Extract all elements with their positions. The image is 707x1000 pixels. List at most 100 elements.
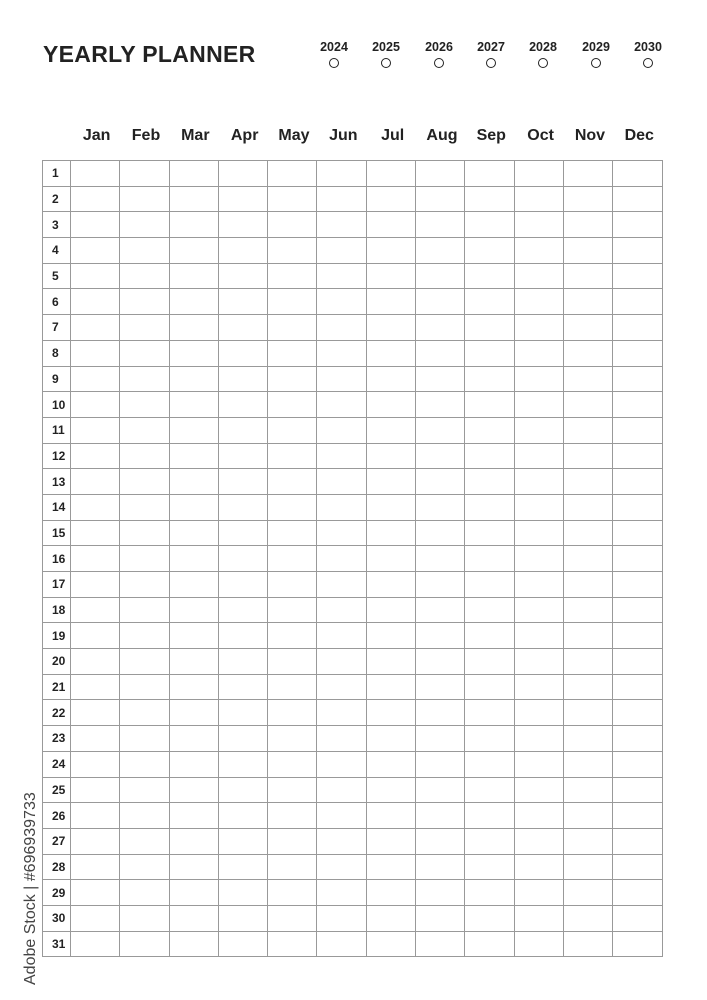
planner-cell[interactable] [612,237,663,264]
planner-cell[interactable] [217,827,269,855]
planner-cell[interactable] [168,391,219,418]
planner-cell[interactable] [464,802,515,829]
planner-cell[interactable] [365,185,417,213]
radio-circle-icon[interactable] [591,58,601,68]
planner-cell[interactable] [365,262,417,290]
planner-cell[interactable] [513,416,564,444]
planner-cell[interactable] [464,288,515,316]
planner-cell[interactable] [415,493,466,521]
planner-cell[interactable] [168,545,219,572]
planner-cell[interactable] [267,493,318,521]
planner-cell[interactable] [464,185,515,213]
planner-cell[interactable] [217,673,269,701]
planner-cell[interactable] [267,596,318,624]
planner-cell[interactable] [119,160,170,187]
planner-cell[interactable] [69,391,121,418]
planner-cell[interactable] [612,648,663,675]
planner-cell[interactable] [562,262,614,290]
planner-cell[interactable] [365,699,417,727]
planner-cell[interactable] [69,776,121,804]
planner-cell[interactable] [464,262,515,290]
planner-cell[interactable] [69,519,121,547]
planner-cell[interactable] [464,493,515,521]
planner-cell[interactable] [267,314,318,341]
planner-cell[interactable] [267,904,318,932]
planner-cell[interactable] [217,185,269,213]
planner-cell[interactable] [513,314,564,341]
planner-cell[interactable] [119,725,170,752]
planner-cell[interactable] [119,391,170,418]
planner-cell[interactable] [168,288,219,316]
planner-cell[interactable] [365,622,417,650]
planner-cell[interactable] [612,596,663,624]
planner-cell[interactable] [217,571,269,598]
planner-cell[interactable] [267,442,318,470]
planner-cell[interactable] [316,622,367,650]
planner-cell[interactable] [612,776,663,804]
planner-cell[interactable] [119,442,170,470]
planner-cell[interactable] [267,545,318,572]
planner-cell[interactable] [365,571,417,598]
planner-cell[interactable] [612,211,663,239]
planner-cell[interactable] [119,596,170,624]
planner-cell[interactable] [168,211,219,239]
planner-cell[interactable] [464,879,515,906]
planner-cell[interactable] [464,827,515,855]
planner-cell[interactable] [316,160,367,187]
planner-cell[interactable] [267,853,318,881]
planner-cell[interactable] [168,802,219,829]
planner-cell[interactable] [119,519,170,547]
planner-cell[interactable] [267,776,318,804]
planner-cell[interactable] [464,339,515,367]
planner-cell[interactable] [267,699,318,727]
planner-cell[interactable] [365,879,417,906]
planner-cell[interactable] [415,699,466,727]
planner-cell[interactable] [513,339,564,367]
planner-cell[interactable] [69,237,121,264]
planner-cell[interactable] [119,237,170,264]
planner-cell[interactable] [119,648,170,675]
planner-cell[interactable] [562,442,614,470]
planner-cell[interactable] [415,365,466,393]
planner-cell[interactable] [267,930,318,958]
planner-cell[interactable] [415,237,466,264]
planner-cell[interactable] [415,596,466,624]
planner-cell[interactable] [612,802,663,829]
planner-cell[interactable] [267,622,318,650]
planner-cell[interactable] [562,622,614,650]
planner-cell[interactable] [69,673,121,701]
planner-cell[interactable] [562,339,614,367]
planner-cell[interactable] [316,853,367,881]
planner-cell[interactable] [562,314,614,341]
planner-cell[interactable] [69,211,121,239]
planner-cell[interactable] [267,879,318,906]
planner-cell[interactable] [119,853,170,881]
planner-cell[interactable] [612,904,663,932]
planner-cell[interactable] [513,853,564,881]
planner-cell[interactable] [365,160,417,187]
planner-cell[interactable] [562,185,614,213]
planner-cell[interactable] [69,699,121,727]
planner-cell[interactable] [168,442,219,470]
planner-cell[interactable] [513,648,564,675]
planner-cell[interactable] [316,416,367,444]
planner-cell[interactable] [513,160,564,187]
planner-cell[interactable] [69,802,121,829]
planner-cell[interactable] [168,365,219,393]
planner-cell[interactable] [69,416,121,444]
planner-cell[interactable] [513,904,564,932]
planner-cell[interactable] [415,416,466,444]
planner-cell[interactable] [365,750,417,778]
planner-cell[interactable] [365,339,417,367]
planner-cell[interactable] [464,622,515,650]
planner-cell[interactable] [513,930,564,958]
planner-cell[interactable] [415,185,466,213]
planner-cell[interactable] [217,237,269,264]
planner-cell[interactable] [316,673,367,701]
planner-cell[interactable] [365,673,417,701]
year-option[interactable]: 2024 [309,40,359,68]
planner-cell[interactable] [513,185,564,213]
planner-cell[interactable] [464,416,515,444]
planner-cell[interactable] [612,314,663,341]
planner-cell[interactable] [513,262,564,290]
